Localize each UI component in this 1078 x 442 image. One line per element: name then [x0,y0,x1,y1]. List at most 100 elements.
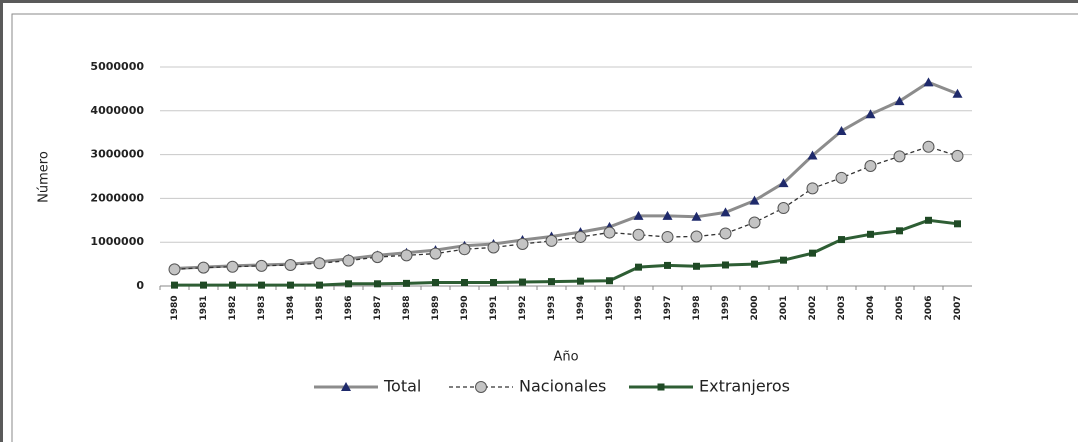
marker [661,230,674,243]
y-axis-label: Número [37,151,52,203]
x-tick-label: 1999 [721,295,731,320]
marker [838,236,845,244]
y-tick-label: 2000000 [90,191,144,204]
marker [893,150,906,163]
x-tick-label: 2002 [808,295,818,320]
x-tick-label: 1989 [431,295,441,320]
marker [345,280,352,288]
marker [894,96,905,106]
marker [429,247,442,260]
marker [864,159,877,172]
marker [461,278,468,286]
x-tick-label: 1991 [489,295,499,320]
marker [316,281,323,289]
x-tick-label: 1997 [663,295,673,320]
marker [577,277,584,285]
legend-item: Extranjeros [629,377,790,396]
marker [952,88,963,98]
x-tick-label: 1988 [402,295,412,320]
marker [664,261,671,269]
marker [751,260,758,268]
marker [432,278,439,286]
x-tick-label: 1992 [518,295,528,320]
x-tick-label: 1984 [286,295,296,320]
marker [633,210,644,220]
y-tick-label: 1000000 [90,235,144,248]
y-tick-label: 5000000 [90,60,144,73]
marker [922,140,935,153]
x-tick-label: 1980 [170,295,180,320]
marker [632,228,645,241]
marker [374,280,381,288]
marker [777,202,790,215]
x-tick-label: 1998 [692,295,702,320]
marker [778,178,789,188]
marker [458,243,471,256]
x-tick-label: 1983 [257,295,267,320]
marker [690,230,703,243]
marker [229,281,236,289]
x-tick-label: 2000 [750,295,760,320]
x-tick-label: 1981 [199,295,209,320]
x-tick-label: 1982 [228,295,238,320]
x-tick-label: 2001 [779,295,789,320]
marker [171,281,178,289]
x-tick-label: 2003 [837,295,847,320]
legend-label: Extranjeros [699,377,790,396]
marker [226,260,239,273]
x-tick-label: 1987 [373,295,383,320]
marker [951,149,964,162]
marker [548,278,555,286]
marker [635,263,642,271]
marker [342,254,355,267]
marker [925,216,932,224]
x-tick-label: 1986 [344,295,354,320]
marker [923,77,934,87]
marker [371,251,384,264]
marker [691,211,702,221]
legend-label: Total [383,377,421,396]
series-line [174,146,958,271]
marker [603,226,616,239]
marker [258,281,265,289]
x-tick-label: 1990 [460,295,470,320]
marker [896,227,903,235]
marker [487,241,500,254]
marker [749,195,760,205]
legend-item: Nacionales [449,377,606,396]
marker [780,256,787,264]
y-tick-label: 3000000 [90,148,144,161]
marker [662,210,673,220]
x-tick-label: 1994 [576,295,586,320]
y-tick-label: 0 [136,279,144,292]
x-tick-label: 1996 [634,295,644,320]
legend-marker [475,381,487,393]
marker [519,278,526,286]
marker [693,262,700,270]
marker [287,281,294,289]
x-tick-label: 1993 [547,295,557,320]
legend-label: Nacionales [519,377,606,396]
marker [720,207,731,217]
x-tick-label: 2007 [953,295,963,320]
marker [809,249,816,257]
marker [168,263,181,276]
x-tick-label: 2006 [924,295,934,320]
marker [865,109,876,119]
marker [748,216,761,229]
marker [835,171,848,184]
marker [284,258,297,271]
marker [836,125,847,135]
series-line [174,80,959,270]
y-tick-label: 4000000 [90,104,144,117]
marker [807,150,818,160]
marker [574,230,587,243]
marker [606,277,613,285]
x-axis-label: Año [553,350,578,365]
legend-marker [341,382,351,391]
marker [313,257,326,270]
marker [255,259,268,272]
